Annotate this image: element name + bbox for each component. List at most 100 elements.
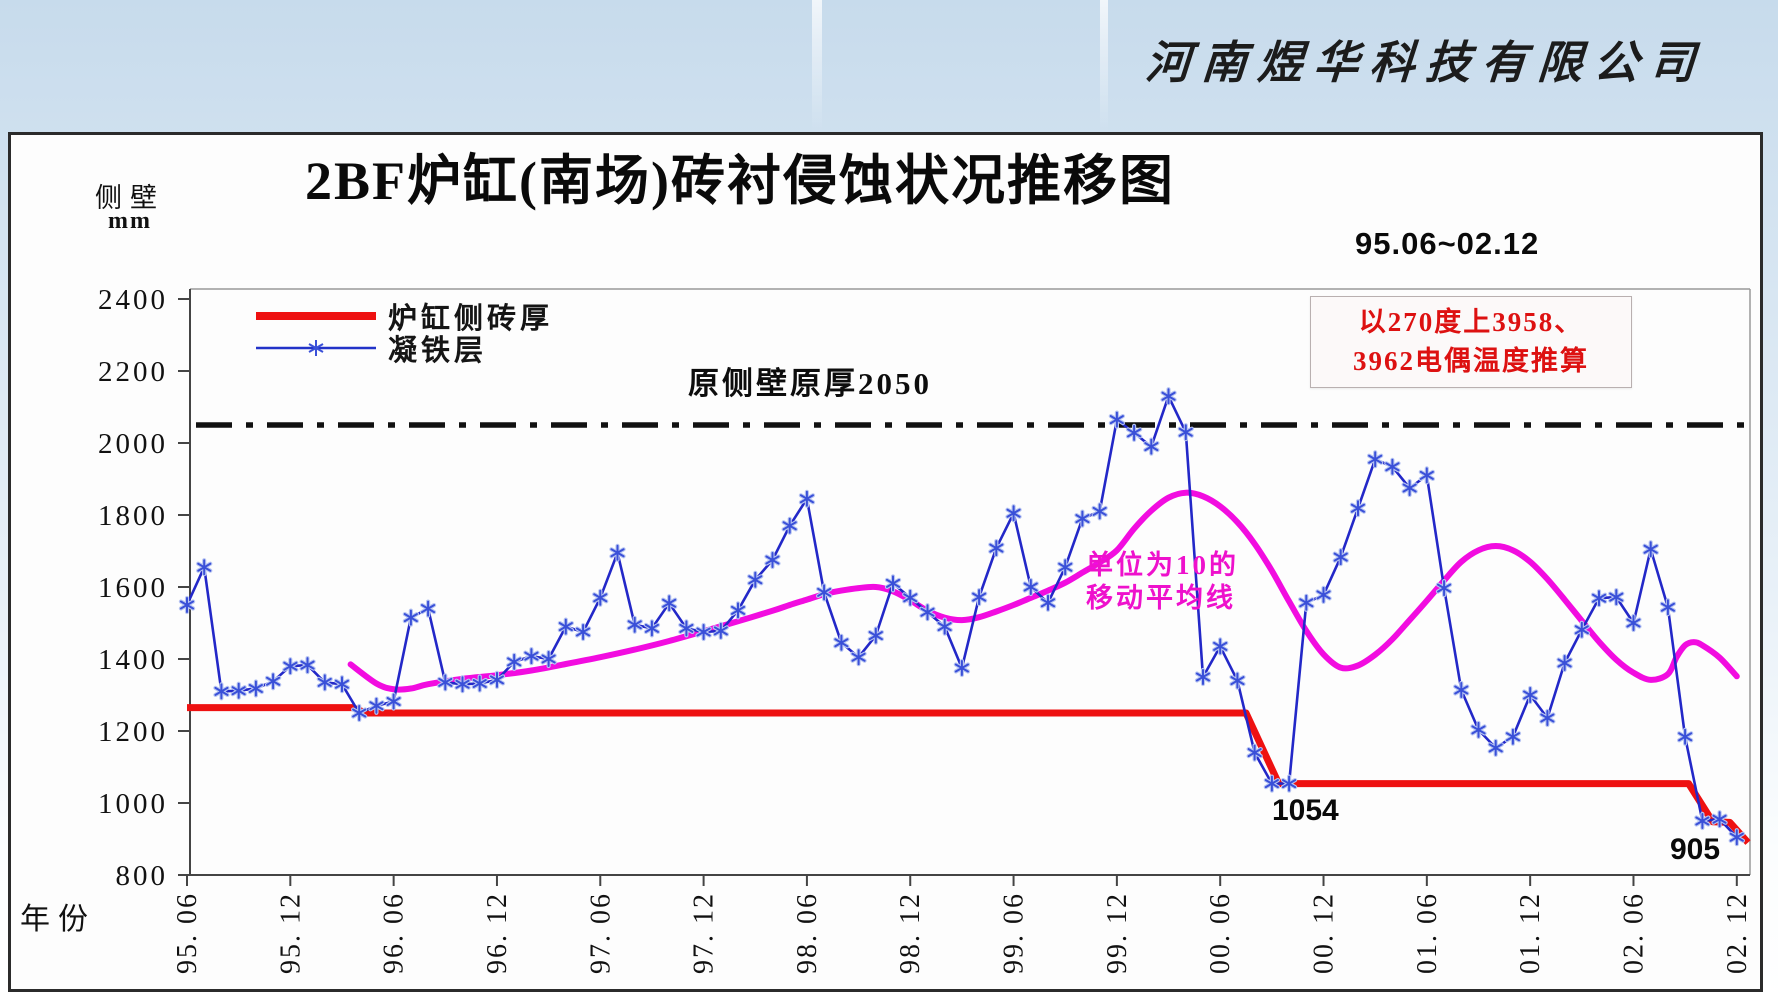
- data-point-marker: [524, 651, 539, 661]
- y-axis-unit-label: 侧壁: [95, 183, 165, 213]
- data-point-marker: [1523, 690, 1538, 700]
- data-point-marker: [662, 598, 677, 608]
- iron-line-swatch: [254, 337, 378, 359]
- x-tick-label: 99. 06: [999, 892, 1030, 974]
- x-tick-label: 97. 06: [585, 892, 616, 974]
- y-tick-label: 1000: [98, 788, 168, 820]
- x-tick-label: 98. 12: [895, 892, 926, 974]
- y-tick-label: 1400: [98, 644, 168, 676]
- data-point-marker: [1368, 454, 1383, 464]
- data-point-marker: [214, 686, 229, 696]
- data-point-marker: [558, 622, 573, 632]
- x-axis-title: 年份: [20, 903, 96, 936]
- data-point-marker: [851, 652, 866, 662]
- data-point-marker: [421, 604, 436, 614]
- data-point-marker: [1282, 779, 1297, 789]
- data-point-marker: [920, 607, 935, 617]
- data-point-marker: [782, 521, 797, 531]
- data-point-marker: [1437, 583, 1452, 593]
- data-point-marker: [541, 654, 556, 664]
- sky-streak: [812, 0, 822, 132]
- x-tick-label: 02. 06: [1618, 892, 1649, 974]
- data-point-marker: [817, 587, 832, 597]
- data-point-marker: [1454, 685, 1469, 695]
- original-wall-annotation: 原侧壁原厚2050: [688, 366, 932, 401]
- data-point-marker: [1195, 672, 1210, 682]
- y-tick-label: 2000: [98, 428, 168, 460]
- data-point-marker: [610, 548, 625, 558]
- data-point-marker: [696, 627, 711, 637]
- iron-layer-line: [185, 394, 1738, 839]
- data-point-marker: [283, 661, 298, 671]
- data-point-marker: [1058, 562, 1073, 572]
- data-point-marker: [1385, 462, 1400, 472]
- y-tick-label: 1200: [98, 716, 168, 748]
- data-point-marker: [352, 708, 367, 718]
- x-tick-label: 95. 12: [275, 892, 306, 974]
- date-range-label: 95.06~02.12: [1355, 226, 1540, 261]
- data-point-marker: [868, 631, 883, 641]
- data-point-marker: [472, 679, 487, 688]
- data-point-marker: [1006, 508, 1021, 518]
- data-point-marker: [1040, 598, 1056, 608]
- data-point-marker: [1333, 552, 1348, 562]
- x-tick-label: 96. 06: [379, 892, 410, 974]
- x-tick-label: 01. 12: [1515, 892, 1546, 974]
- data-point-marker: [1247, 748, 1262, 758]
- data-point-marker: [1643, 544, 1658, 554]
- data-point-marker: [1712, 814, 1727, 824]
- data-point-marker: [403, 613, 418, 623]
- thermocouple-note-box: 以270度上3958、 3962电偶温度推算: [1310, 296, 1632, 388]
- data-point-marker: [455, 679, 470, 689]
- y-tick-label: 2400: [98, 284, 168, 316]
- data-point-marker: [954, 663, 969, 673]
- data-point-marker: [903, 593, 918, 603]
- data-point-marker: [1419, 470, 1434, 480]
- data-point-marker: [317, 677, 332, 687]
- ma-line-1: 单位为10的: [1086, 550, 1239, 580]
- data-point-marker: [231, 686, 246, 696]
- y-axis-unit-mm-label: mm: [108, 208, 152, 234]
- data-point-marker: [1316, 590, 1331, 600]
- x-tick-label: 95. 06: [172, 892, 203, 974]
- data-point-marker: [937, 622, 952, 632]
- data-point-marker: [799, 494, 814, 504]
- data-point-marker: [886, 578, 901, 588]
- y-tick-label: 2200: [98, 356, 168, 388]
- moving-average-annotation: 单位为10的 移动平均线: [1086, 549, 1239, 615]
- legend-label-brick: 炉缸侧砖厚: [388, 303, 554, 335]
- data-point-marker: [1213, 641, 1228, 651]
- data-point-marker: [1023, 582, 1038, 592]
- note-line-2: 3962电偶温度推算: [1353, 346, 1589, 376]
- data-point-marker: [713, 626, 728, 636]
- data-point-marker: [1092, 506, 1107, 516]
- data-point-marker: [644, 623, 659, 633]
- data-point-marker: [489, 675, 504, 685]
- data-point-marker: [1660, 602, 1675, 612]
- x-tick-label: 99. 12: [1102, 892, 1133, 974]
- data-point-marker: [1144, 442, 1159, 452]
- data-point-marker: [1264, 779, 1279, 789]
- data-point-marker: [1230, 676, 1245, 686]
- data-point-marker: [1678, 732, 1693, 742]
- data-point-marker: [1729, 832, 1744, 842]
- data-point-marker: [1161, 391, 1176, 401]
- data-point-marker: [334, 679, 349, 689]
- x-tick-label: 98. 06: [792, 892, 823, 974]
- data-point-marker: [248, 684, 263, 693]
- x-tick-label: 00. 12: [1309, 892, 1340, 974]
- x-tick-label: 02. 12: [1722, 892, 1753, 974]
- data-point-marker: [765, 555, 780, 565]
- low-point-label-1054: 1054: [1272, 794, 1339, 827]
- low-point-label-905: 905: [1670, 833, 1721, 866]
- x-tick-label: 01. 06: [1412, 892, 1443, 974]
- y-tick-label: 800: [116, 860, 169, 892]
- data-point-marker: [1626, 618, 1641, 628]
- data-point-marker: [1592, 593, 1607, 603]
- data-point-marker: [1505, 732, 1520, 742]
- data-point-marker: [197, 562, 212, 572]
- data-point-marker: [300, 660, 315, 670]
- data-point-marker: [1127, 428, 1142, 438]
